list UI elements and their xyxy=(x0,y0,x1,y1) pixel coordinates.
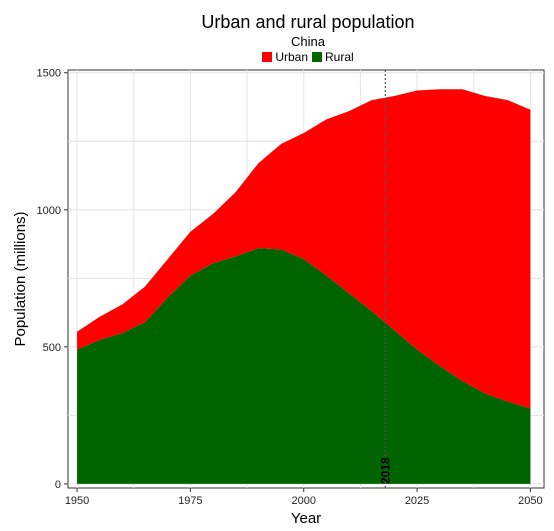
x-tick-label: 2050 xyxy=(518,495,542,507)
chart-subtitle: China xyxy=(291,34,325,49)
legend: Urban Rural xyxy=(0,50,554,64)
chart-title: Urban and rural population xyxy=(201,12,415,32)
x-axis-title: Year xyxy=(291,510,321,527)
x-tick-label: 1975 xyxy=(178,495,202,507)
legend-label-urban: Urban xyxy=(275,50,308,64)
legend-swatch-urban xyxy=(262,52,273,62)
legend-swatch-rural xyxy=(312,52,322,62)
y-tick-label: 1000 xyxy=(37,205,61,217)
y-axis-title: Population (millions) xyxy=(12,211,29,346)
x-tick-label: 2025 xyxy=(405,495,429,507)
x-tick-label: 2000 xyxy=(291,495,315,507)
marker-label-2018: 2018 xyxy=(378,457,392,484)
legend-item-rural: Rural xyxy=(312,50,354,64)
y-tick-label: 1500 xyxy=(37,68,61,80)
area-rural xyxy=(77,248,531,484)
area-urban xyxy=(77,89,531,409)
legend-label-rural: Rural xyxy=(325,50,354,64)
legend-item-urban: Urban xyxy=(262,50,308,64)
y-tick-label: 0 xyxy=(55,479,61,491)
x-tick-label: 1950 xyxy=(65,495,89,507)
y-tick-label: 500 xyxy=(43,342,61,354)
